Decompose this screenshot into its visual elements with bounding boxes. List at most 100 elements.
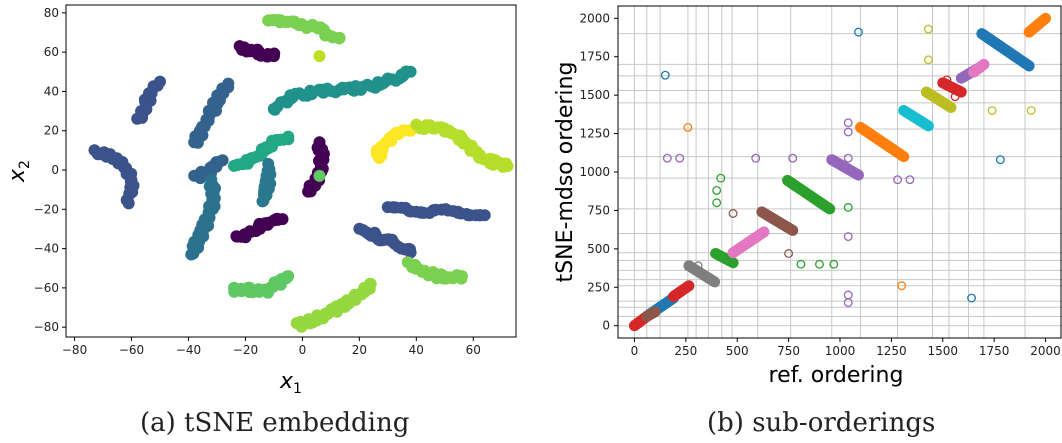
ordering-segment — [668, 280, 695, 302]
outlier-point — [712, 198, 722, 208]
y-tick-label: −60 — [34, 281, 59, 295]
x-tick-label: 250 — [674, 344, 697, 358]
x-tick-label: 0 — [631, 344, 639, 358]
outlier-point — [784, 249, 794, 258]
x-tick-label: 60 — [466, 343, 481, 357]
y-tick-label: 1000 — [579, 165, 610, 179]
outlier-point — [662, 153, 672, 163]
tsne-point — [282, 130, 295, 143]
outlier-point — [675, 153, 685, 163]
axes-frame-a — [65, 4, 517, 338]
y-axis-label-sub: 2 — [17, 160, 33, 169]
figure: −80 −60 −40 −20 0 20 40 60−80−60−40−20020406080… — [5, 4, 1062, 397]
panel-a-tsne-embedding: −80 −60 −40 −20 0 20 40 60 −80 −60 −40 −20 0 20 40 60 80… — [5, 4, 517, 397]
ordering-segment — [826, 154, 864, 181]
ordering-segments — [628, 12, 1052, 332]
outlier-point — [854, 27, 863, 37]
x-tick-label: −80 — [62, 343, 87, 357]
x-tick-label: 1250 — [876, 344, 907, 358]
x-tick-label: −60 — [119, 343, 144, 357]
tsne-point — [185, 248, 198, 261]
y-tick-label: 0 — [602, 319, 610, 333]
outlier-point — [751, 153, 761, 163]
tsne-point — [267, 50, 280, 63]
x-tick-label: −20 — [233, 343, 258, 357]
ordering-segment — [727, 226, 770, 259]
tsne-point — [455, 270, 468, 283]
y-tick-label: 40 — [44, 84, 59, 98]
x-tick-label: 1500 — [928, 344, 959, 358]
ordering-segment — [898, 105, 934, 132]
y-tick-label: 80 — [44, 6, 59, 20]
outlier-point — [950, 92, 960, 102]
x-axis-label-sub: 1 — [293, 381, 302, 397]
y-tick-label: 250 — [587, 280, 610, 294]
x-tick-label: 2000 — [1030, 344, 1061, 358]
outlier-point — [843, 127, 853, 137]
y-tick-label: 1500 — [579, 88, 610, 102]
ordering-segment — [641, 306, 661, 322]
tsne-point — [501, 160, 514, 173]
y-tick-label: 750 — [587, 203, 610, 217]
outlier-point — [716, 173, 726, 183]
outlier-point — [987, 106, 997, 115]
tsne-point — [256, 195, 269, 208]
tsne-point — [282, 270, 295, 283]
y-tick-label: 60 — [44, 45, 59, 59]
ordering-segment — [756, 206, 799, 236]
outlier-point — [796, 259, 806, 269]
outlier-point — [942, 75, 952, 85]
outlier-point — [905, 175, 915, 185]
panel-b-sub-orderings: 0 250 500 750 1000 1250 1500 1750 2000 0 250 500 750… — [553, 5, 1062, 388]
ordering-segment — [976, 28, 1035, 72]
ordering-segment — [782, 174, 836, 215]
outlier-point — [843, 298, 853, 308]
y-axis-label: x2 — [5, 160, 33, 183]
tsne-point — [302, 185, 315, 198]
x-axis-label: ref. ordering — [769, 363, 904, 388]
tsne-point — [276, 213, 289, 226]
ordering-segment — [920, 86, 957, 113]
y-tick-label: 1250 — [579, 127, 610, 141]
y-tick-label: 2000 — [579, 11, 610, 25]
outlier-point — [893, 175, 903, 185]
x-tick-label: 1000 — [825, 344, 856, 358]
ordering-segment — [937, 77, 967, 98]
ordering-segment — [968, 58, 990, 78]
tsne-point — [154, 75, 166, 88]
y-tick-label: 1750 — [579, 50, 610, 64]
outlier-point — [843, 153, 853, 163]
x-tick-label: 750 — [777, 344, 800, 358]
tsne-point — [478, 209, 491, 222]
tsne-point — [404, 246, 417, 259]
tsne-point — [364, 278, 377, 290]
x-tick-label: 1750 — [979, 344, 1010, 358]
y-tick-label: −80 — [34, 320, 59, 334]
x-tick-label: −40 — [176, 343, 201, 357]
outlier-point — [923, 24, 933, 34]
y-tick-label: −40 — [34, 242, 59, 256]
ordering-segment — [855, 121, 910, 163]
x-tick-label: 20 — [352, 343, 367, 357]
tsne-points — [88, 14, 514, 333]
outlier-points — [660, 24, 1036, 308]
tsne-point — [122, 197, 135, 210]
x-tick-label: 40 — [409, 343, 424, 357]
outlier-point — [829, 259, 839, 269]
x-tick-label: 0 — [299, 343, 307, 357]
outlier-point — [788, 153, 798, 163]
outlier-point — [897, 281, 907, 291]
tsne-point — [404, 65, 417, 78]
ordering-segment — [710, 247, 739, 269]
outlier-point — [843, 118, 853, 128]
outlier-point — [693, 261, 703, 271]
caption-a: (a) tSNE embedding — [140, 408, 410, 438]
tsne-point — [313, 50, 326, 63]
y-tick-label: −20 — [34, 202, 59, 216]
y-axis-label: tSNE-mdso ordering — [553, 62, 578, 283]
outlier-point — [995, 155, 1005, 165]
outlier-point — [660, 70, 670, 80]
y-tick-label: 20 — [44, 124, 59, 138]
x-tick-label: 500 — [726, 344, 749, 358]
outlier-point — [712, 185, 722, 195]
